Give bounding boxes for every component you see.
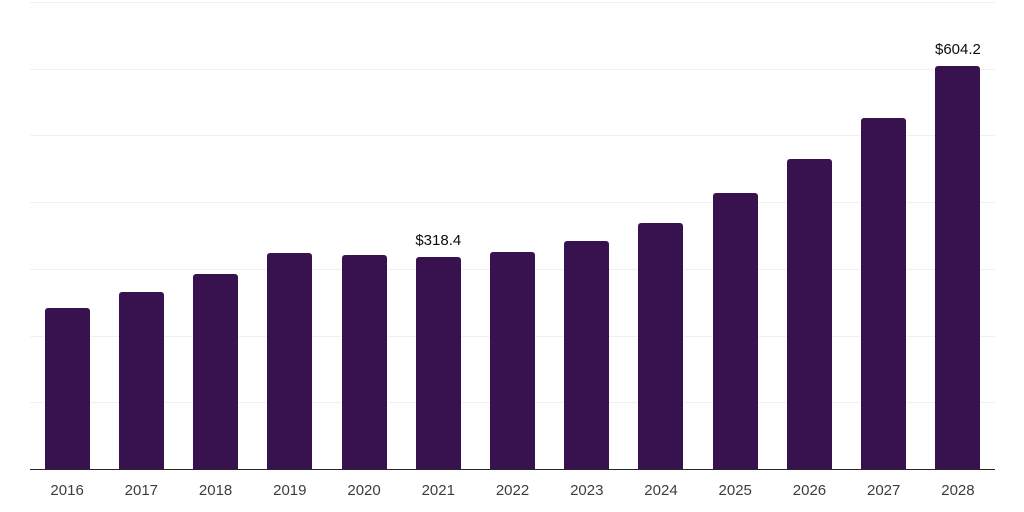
bar-slot xyxy=(772,2,846,469)
bar-2028[interactable] xyxy=(935,65,981,469)
bar-slot xyxy=(178,2,252,469)
x-tick-label: 2017 xyxy=(124,482,159,499)
gridline xyxy=(30,68,995,70)
bar-slot: $318.4 xyxy=(401,2,475,469)
plot-area: $318.4 $604.2 xyxy=(30,2,995,470)
bar-2020[interactable] xyxy=(341,254,387,469)
bar-slot xyxy=(698,2,772,469)
gridline xyxy=(30,202,995,204)
data-label-2021: $318.4 xyxy=(415,232,462,250)
bar-slot xyxy=(30,2,104,469)
data-label-2028: $604.2 xyxy=(934,41,981,59)
bar-2016[interactable] xyxy=(44,307,90,469)
x-tick-label: 2026 xyxy=(792,482,827,499)
bar-slot xyxy=(475,2,549,469)
bar-2019[interactable] xyxy=(267,252,313,469)
bar-2026[interactable] xyxy=(786,159,832,469)
bar-2017[interactable] xyxy=(118,291,164,469)
x-tick-label: 2018 xyxy=(198,482,233,499)
bar-slot xyxy=(253,2,327,469)
gridline xyxy=(30,135,995,137)
bar-2018[interactable] xyxy=(193,274,239,469)
x-tick-label: 2020 xyxy=(347,482,381,499)
x-tick-label: 2028 xyxy=(941,482,975,499)
bar-slot: $604.2 xyxy=(921,2,995,469)
bar-slot xyxy=(847,2,921,469)
x-axis-labels: 2016 2017 2018 2019 2020 2021 2022 2023 2024 2025… xyxy=(30,482,995,499)
x-tick-label: 2024 xyxy=(644,482,678,499)
x-tick-label: 2025 xyxy=(718,482,752,499)
x-tick-label: 2023 xyxy=(570,482,604,499)
bar-slot xyxy=(327,2,401,469)
bar-2022[interactable] xyxy=(490,251,536,469)
x-tick-label: 2021 xyxy=(421,482,455,499)
bar-2023[interactable] xyxy=(564,240,610,469)
x-tick-label: 2019 xyxy=(273,482,307,499)
bar-slot xyxy=(104,2,178,469)
bar-2025[interactable] xyxy=(712,193,758,469)
x-tick-label: 2027 xyxy=(867,482,901,499)
bar-2021[interactable] xyxy=(415,256,461,469)
x-tick-label: 2022 xyxy=(495,482,530,499)
gridline xyxy=(30,2,995,3)
bars-container: $318.4 $604.2 xyxy=(30,2,995,469)
bar-2027[interactable] xyxy=(861,118,907,469)
bar-2024[interactable] xyxy=(638,222,684,469)
bar-slot xyxy=(550,2,624,469)
bar-slot xyxy=(624,2,698,469)
x-tick-label: 2016 xyxy=(50,482,84,499)
